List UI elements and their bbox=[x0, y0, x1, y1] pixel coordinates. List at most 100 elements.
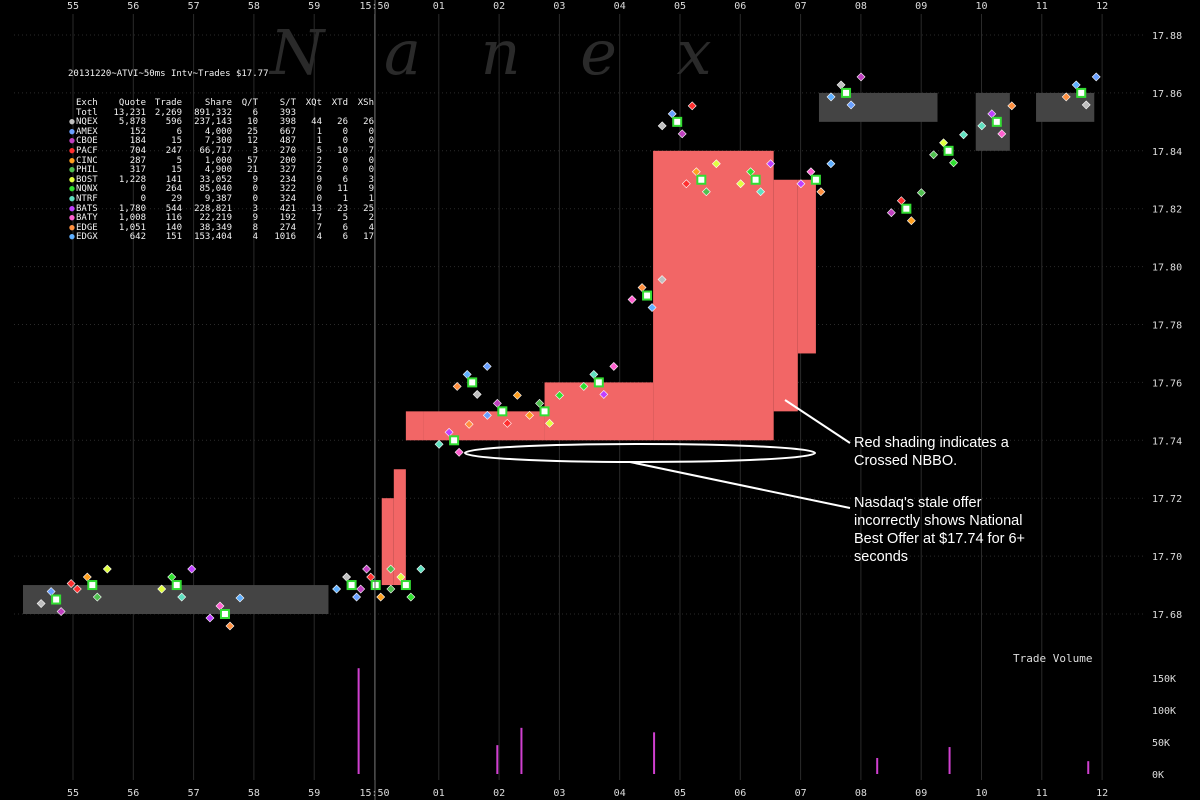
trade-marker bbox=[497, 406, 508, 417]
stats-cell: 247 bbox=[165, 145, 182, 156]
exchange-color-dot: ● bbox=[69, 213, 75, 224]
stats-cell: 596 bbox=[165, 117, 182, 128]
stats-cell: 26 bbox=[363, 117, 374, 128]
quote-marker bbox=[766, 159, 776, 169]
stats-cell: 4 bbox=[316, 232, 322, 243]
trade-marker bbox=[219, 609, 230, 619]
trade-marker bbox=[696, 174, 707, 185]
stats-cell: 1016 bbox=[274, 232, 296, 243]
stats-cell: 1,000 bbox=[204, 155, 232, 166]
stats-cell: PACF bbox=[76, 145, 98, 156]
y-axis-right: 17.68 17.70 17.72 17.74 17.76 17.78 17.80 17.82… bbox=[1152, 31, 1182, 621]
stats-cell: 0 bbox=[368, 136, 374, 147]
x-tick-label-top: 12 bbox=[1096, 1, 1108, 12]
stats-cell: 9 bbox=[368, 184, 374, 195]
stats-cell: 9,387 bbox=[204, 193, 232, 204]
stats-cell: BATY bbox=[76, 213, 98, 224]
stats-cell: 322 bbox=[279, 184, 296, 195]
stats-cell: CBOE bbox=[76, 136, 98, 147]
quote-marker bbox=[352, 592, 362, 602]
stats-cell: 4,000 bbox=[204, 126, 232, 137]
stats-cell: 0 bbox=[140, 184, 146, 195]
x-tick-label-top: 11 bbox=[1036, 1, 1048, 12]
stats-cell: 393 bbox=[279, 107, 296, 118]
stats-cell: 25 bbox=[363, 203, 374, 214]
stats-cell: 0 bbox=[368, 165, 374, 176]
quote-marker bbox=[681, 179, 691, 189]
quote-marker bbox=[1061, 92, 1071, 102]
stats-cell: 2 bbox=[316, 165, 322, 176]
volume-bar bbox=[496, 745, 499, 774]
trade-marker bbox=[841, 87, 852, 98]
stats-cell: 116 bbox=[165, 213, 182, 224]
nbbo-band bbox=[818, 92, 938, 122]
stats-cell: EDGX bbox=[76, 232, 98, 243]
stats-cell: 1,008 bbox=[118, 213, 146, 224]
stats-cell: 5,878 bbox=[118, 117, 146, 128]
stats-cell: 1,228 bbox=[118, 174, 146, 185]
quote-marker bbox=[376, 592, 386, 602]
volume-tick-label: 50K bbox=[1152, 738, 1170, 749]
y-tick-label: 17.76 bbox=[1152, 378, 1182, 389]
stats-cell: 0 bbox=[342, 165, 348, 176]
stats-row: ● CBOE 184 15 7,300 12 487 1 0 0 bbox=[68, 137, 374, 147]
stats-cell: 1,780 bbox=[118, 203, 146, 214]
y-tick-label: 17.80 bbox=[1152, 263, 1182, 274]
volume-axis: 0K 50K 100K 150K bbox=[1152, 674, 1176, 781]
exchange-color-dot: ● bbox=[69, 136, 75, 147]
trade-marker bbox=[449, 435, 460, 446]
stats-cell: 287 bbox=[129, 155, 146, 166]
trade-marker bbox=[171, 580, 182, 591]
stats-cell: 4 bbox=[368, 222, 374, 233]
exchange-color-dot: ● bbox=[69, 126, 75, 137]
stats-cell: 12 bbox=[247, 136, 258, 147]
quote-marker bbox=[157, 584, 167, 594]
quote-marker bbox=[667, 109, 677, 119]
stats-cell: 151 bbox=[165, 232, 182, 243]
stats-cell: 9 bbox=[316, 174, 322, 185]
stats-cell: 4,900 bbox=[204, 165, 232, 176]
stats-cell: 327 bbox=[279, 165, 296, 176]
trade-marker bbox=[539, 406, 550, 417]
stats-cell: 667 bbox=[279, 126, 296, 137]
stats-cell: 0 bbox=[316, 193, 322, 204]
stats-cell: 13,231 bbox=[113, 107, 146, 118]
quote-marker bbox=[896, 196, 906, 206]
x-tick-label-top: 08 bbox=[855, 1, 867, 12]
quote-marker bbox=[856, 72, 866, 82]
quote-marker bbox=[167, 572, 177, 582]
stats-cell: 0 bbox=[252, 184, 258, 195]
stats-row: ● CINC 287 5 1,000 57 200 2 0 0 bbox=[68, 155, 374, 167]
quote-marker bbox=[356, 584, 366, 594]
quote-marker bbox=[66, 579, 76, 588]
x-tick-label-bottom: 02 bbox=[493, 788, 505, 799]
stats-cell: BOST bbox=[76, 174, 98, 185]
quote-marker bbox=[647, 303, 657, 312]
crossed-nbbo-region bbox=[653, 150, 774, 441]
x-tick-label-top: 05 bbox=[674, 1, 686, 12]
quote-marker bbox=[816, 187, 826, 197]
stats-cell: 5 bbox=[342, 213, 348, 224]
quote-marker bbox=[579, 381, 589, 391]
quote-marker bbox=[545, 418, 554, 428]
exchange-color-dot: ● bbox=[69, 203, 75, 214]
stats-cell: 21 bbox=[247, 165, 258, 176]
x-tick-label-top: 57 bbox=[188, 1, 200, 12]
stats-cell: 1 bbox=[342, 193, 348, 204]
stats-row: ● NQNX 0 264 85,040 0 322 0 11 9 bbox=[68, 185, 374, 195]
stats-cell: 1 bbox=[368, 193, 374, 204]
volume-bar bbox=[357, 668, 360, 774]
stats-row: ● BATS 1,780 544 228,821 3 421 13 23 25 bbox=[68, 203, 374, 215]
quote-marker bbox=[434, 439, 444, 449]
quote-marker bbox=[235, 593, 245, 603]
trade-marker bbox=[991, 116, 1002, 127]
x-tick-label-bottom: 08 bbox=[855, 788, 867, 799]
quote-marker bbox=[711, 159, 721, 169]
quote-marker bbox=[806, 167, 816, 177]
stats-row: ● NTRF 0 29 9,387 0 324 0 1 1 bbox=[68, 193, 374, 205]
quote-marker bbox=[1007, 101, 1017, 111]
stats-cell: 66,717 bbox=[199, 145, 232, 156]
stale-offer-ellipse bbox=[464, 443, 816, 463]
quote-marker bbox=[977, 121, 987, 131]
x-tick-label-bottom: 05 bbox=[674, 788, 686, 799]
